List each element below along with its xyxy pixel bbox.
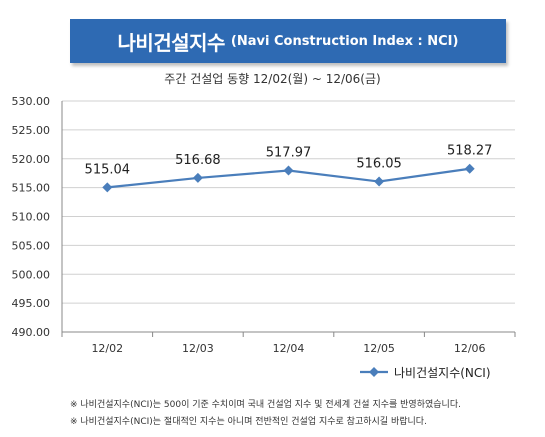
data-label: 516.68 <box>175 153 221 168</box>
x-tick-label: 12/03 <box>182 342 214 355</box>
y-tick-label: 500.00 <box>12 268 51 281</box>
x-tick-label: 12/02 <box>91 342 123 355</box>
legend-label: 나비건설지수(NCI) <box>394 366 491 380</box>
y-tick-label: 510.00 <box>12 211 51 224</box>
legend-marker <box>369 367 379 377</box>
data-point-marker <box>283 165 294 176</box>
gridlines <box>62 100 515 333</box>
legend: 나비건설지수(NCI) <box>360 366 491 380</box>
y-tick-label: 530.00 <box>12 95 51 108</box>
footnote-1: ※ 나비건설지수(NCI)는 500이 기준 수치이며 국내 건설업 지수 및 … <box>70 400 461 410</box>
y-tick-label: 505.00 <box>12 239 51 252</box>
footnotes: ※ 나비건설지수(NCI)는 500이 기준 수치이며 국내 건설업 지수 및 … <box>70 397 540 431</box>
data-point-marker <box>464 163 475 174</box>
data-point-marker <box>374 176 385 187</box>
data-point-marker <box>102 182 113 193</box>
chart-title-english: (Navi Construction Index : NCI) <box>230 33 459 49</box>
y-tick-label: 490.00 <box>12 326 51 339</box>
footnote-2: ※ 나비건설지수(NCI)는 절대적인 지수는 아니며 전반적인 건설업 지수로… <box>70 417 427 427</box>
y-axis: 530.00 525.00 520.00 515.00 510.00 505.00 500.… <box>12 95 63 339</box>
x-axis: 12/02 12/03 12/04 12/05 12/06 <box>61 331 516 355</box>
chart-subtitle: 주간 건설업 동향 12/02(월) ~ 12/06(금) <box>164 72 381 86</box>
x-tick-label: 12/06 <box>454 342 486 355</box>
series-nci: 515.04 516.68 517.97 516.05 518.27 <box>85 144 493 193</box>
chart-title: 나비건설지수 <box>117 30 226 55</box>
data-label: 518.27 <box>447 144 493 159</box>
y-tick-label: 515.00 <box>12 182 51 195</box>
title-banner: 나비건설지수 (Navi Construction Index : NCI) <box>70 19 506 63</box>
data-label: 516.05 <box>356 157 402 172</box>
x-tick-label: 12/05 <box>363 342 395 355</box>
data-label: 517.97 <box>266 145 312 160</box>
y-tick-label: 495.00 <box>12 297 51 310</box>
y-tick-label: 525.00 <box>12 124 51 137</box>
y-tick-label: 520.00 <box>12 153 51 166</box>
line-chart: 530.00 525.00 520.00 515.00 510.00 505.00 500.… <box>12 95 516 380</box>
x-tick-label: 12/04 <box>273 342 305 355</box>
data-label: 515.04 <box>85 162 131 177</box>
data-point-marker <box>192 172 203 183</box>
